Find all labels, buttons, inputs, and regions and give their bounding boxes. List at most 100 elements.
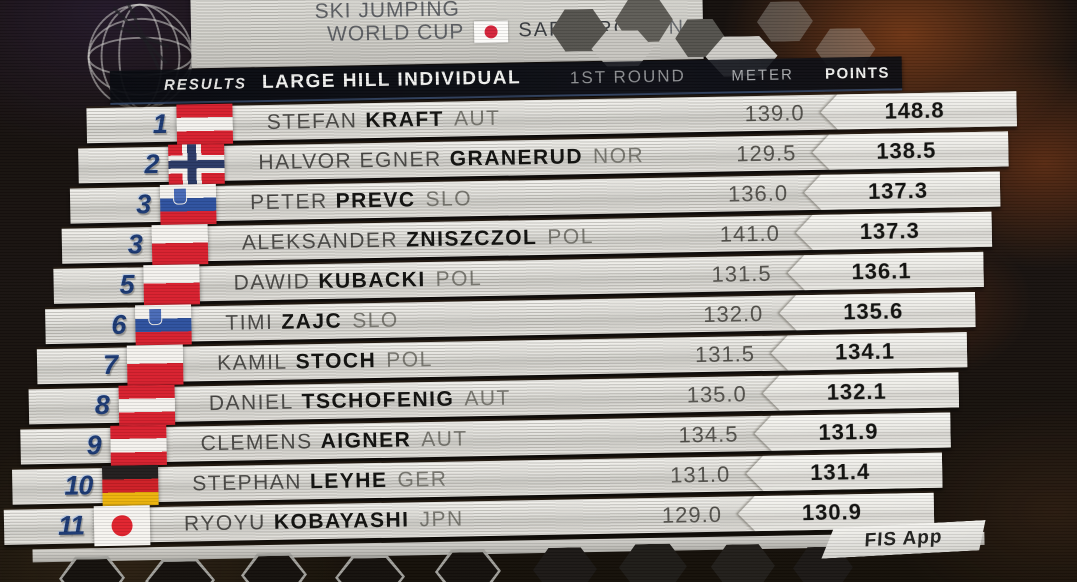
athlete-first-name: RYOYU <box>183 510 267 536</box>
athlete-last-name: PREVC <box>335 187 416 213</box>
points-value: 131.4 <box>809 458 871 485</box>
nation-flag <box>176 103 234 145</box>
fis-app-label: FIS App <box>863 526 943 552</box>
rank-value: 3 <box>127 229 143 260</box>
rank-value: 8 <box>94 389 110 421</box>
athlete-first-name: HALVOR EGNER <box>258 147 442 174</box>
athlete-first-name: KAMIL <box>216 350 288 375</box>
athlete-nation-code: GER <box>397 467 448 492</box>
meter-value: 134.5 <box>678 420 739 447</box>
japan-flag-icon <box>474 20 509 43</box>
athlete-nation-code: AUT <box>464 386 512 410</box>
points-panel-shape: 148.8 <box>820 91 1017 130</box>
points-panel-shape: 136.1 <box>787 252 984 291</box>
athlete-first-name: DAWID <box>233 269 311 295</box>
points-panel-shape: 137.3 <box>804 172 1001 211</box>
points-panel-shape: 132.1 <box>762 372 959 411</box>
flag-icon <box>118 384 176 426</box>
athlete-first-name: STEFAN <box>266 108 358 134</box>
athlete-nation-code: AUT <box>453 106 501 131</box>
points-panel: 137.3 <box>795 212 992 251</box>
athlete-nation-code: NOR <box>592 143 645 168</box>
athlete-nation-code: POL <box>547 224 595 249</box>
flag-icon <box>126 344 184 386</box>
rank-value: 3 <box>135 189 151 220</box>
athlete-first-name: DANIEL <box>208 390 294 415</box>
athlete-nation-code: POL <box>386 347 433 372</box>
flag-icon <box>151 223 209 265</box>
athlete-last-name: TSCHOFENIG <box>301 387 455 413</box>
hexagon-decor <box>757 1 814 42</box>
athlete-last-name: GRANERUD <box>449 144 584 171</box>
nation-flag <box>143 263 201 305</box>
points-value: 137.3 <box>867 177 929 204</box>
athlete-last-name: ZAJC <box>281 309 343 334</box>
nation-flag <box>118 384 176 426</box>
results-label: RESULTS <box>163 75 248 94</box>
meter-value: 131.5 <box>694 340 756 367</box>
nation-flag <box>135 303 192 345</box>
points-panel-shape: 135.6 <box>779 292 976 331</box>
athlete-nation-code: POL <box>435 266 483 291</box>
meter-value: 129.5 <box>736 139 797 166</box>
nation-flag <box>93 504 151 546</box>
flag-icon <box>135 303 192 345</box>
flag-icon <box>93 504 151 546</box>
points-panel: 136.1 <box>787 252 984 291</box>
athlete-first-name: ALEKSANDER <box>241 228 399 254</box>
flag-icon <box>101 464 159 506</box>
hexagon-outline-decor <box>145 558 216 582</box>
athlete-nation-code: AUT <box>421 426 468 451</box>
flag-icon <box>159 183 217 225</box>
athlete-last-name: KUBACKI <box>318 267 426 293</box>
points-panel: 131.9 <box>754 413 951 452</box>
flag-icon <box>168 143 225 185</box>
athlete-first-name: STEPHAN <box>192 469 303 495</box>
points-value: 137.3 <box>859 217 921 244</box>
athlete-last-name: ZNISZCZOL <box>405 225 538 251</box>
points-panel-shape: 138.5 <box>812 131 1009 170</box>
nation-flag <box>168 143 225 185</box>
meter-value: 141.0 <box>719 220 781 247</box>
round-label: 1ST ROUND <box>569 66 687 88</box>
points-panel-shape: 131.4 <box>746 453 943 492</box>
points-panel-shape: 137.3 <box>795 212 992 251</box>
points-panel: 132.1 <box>762 372 959 411</box>
meter-value: 131.5 <box>711 260 772 287</box>
meter-value: 132.0 <box>702 300 764 327</box>
brand-line-3-text: WORLD CUP <box>326 20 465 46</box>
nation-flag <box>101 464 159 506</box>
points-value: 131.9 <box>818 418 879 445</box>
flag-icon <box>143 263 201 305</box>
athlete-first-name: PETER <box>249 189 328 214</box>
points-panel: 137.3 <box>804 172 1001 211</box>
meter-value: 131.0 <box>669 461 731 488</box>
meter-value: 129.0 <box>661 501 723 528</box>
athlete-nation-code: SLO <box>351 308 399 332</box>
athlete-last-name: LEYHE <box>309 468 388 493</box>
nation-flag <box>126 344 184 386</box>
nation-flag <box>151 223 209 265</box>
points-panel: 131.4 <box>746 453 943 492</box>
athlete-nation-code: SLO <box>425 186 473 211</box>
flag-icon <box>176 103 234 145</box>
points-panel: 138.5 <box>812 131 1009 170</box>
athlete-first-name: CLEMENS <box>200 429 313 455</box>
points-value: 135.6 <box>842 297 904 324</box>
rank-value: 11 <box>57 510 85 541</box>
athlete-first-name: TIMI <box>225 310 274 335</box>
points-panel-shape: 134.1 <box>771 332 968 371</box>
points-panel-shape: 131.9 <box>754 413 951 452</box>
meter-value: 139.0 <box>744 99 805 126</box>
points-value: 136.1 <box>851 257 912 284</box>
points-panel: 148.8 <box>820 91 1017 130</box>
flag-icon <box>110 424 167 466</box>
points-value: 148.8 <box>884 97 945 124</box>
points-panel: 135.6 <box>779 292 976 331</box>
athlete-last-name: AIGNER <box>320 427 412 453</box>
rank-value: 1 <box>152 108 167 140</box>
athlete-nation-code: JPN <box>419 506 464 531</box>
meter-column-header: METER <box>731 66 795 85</box>
